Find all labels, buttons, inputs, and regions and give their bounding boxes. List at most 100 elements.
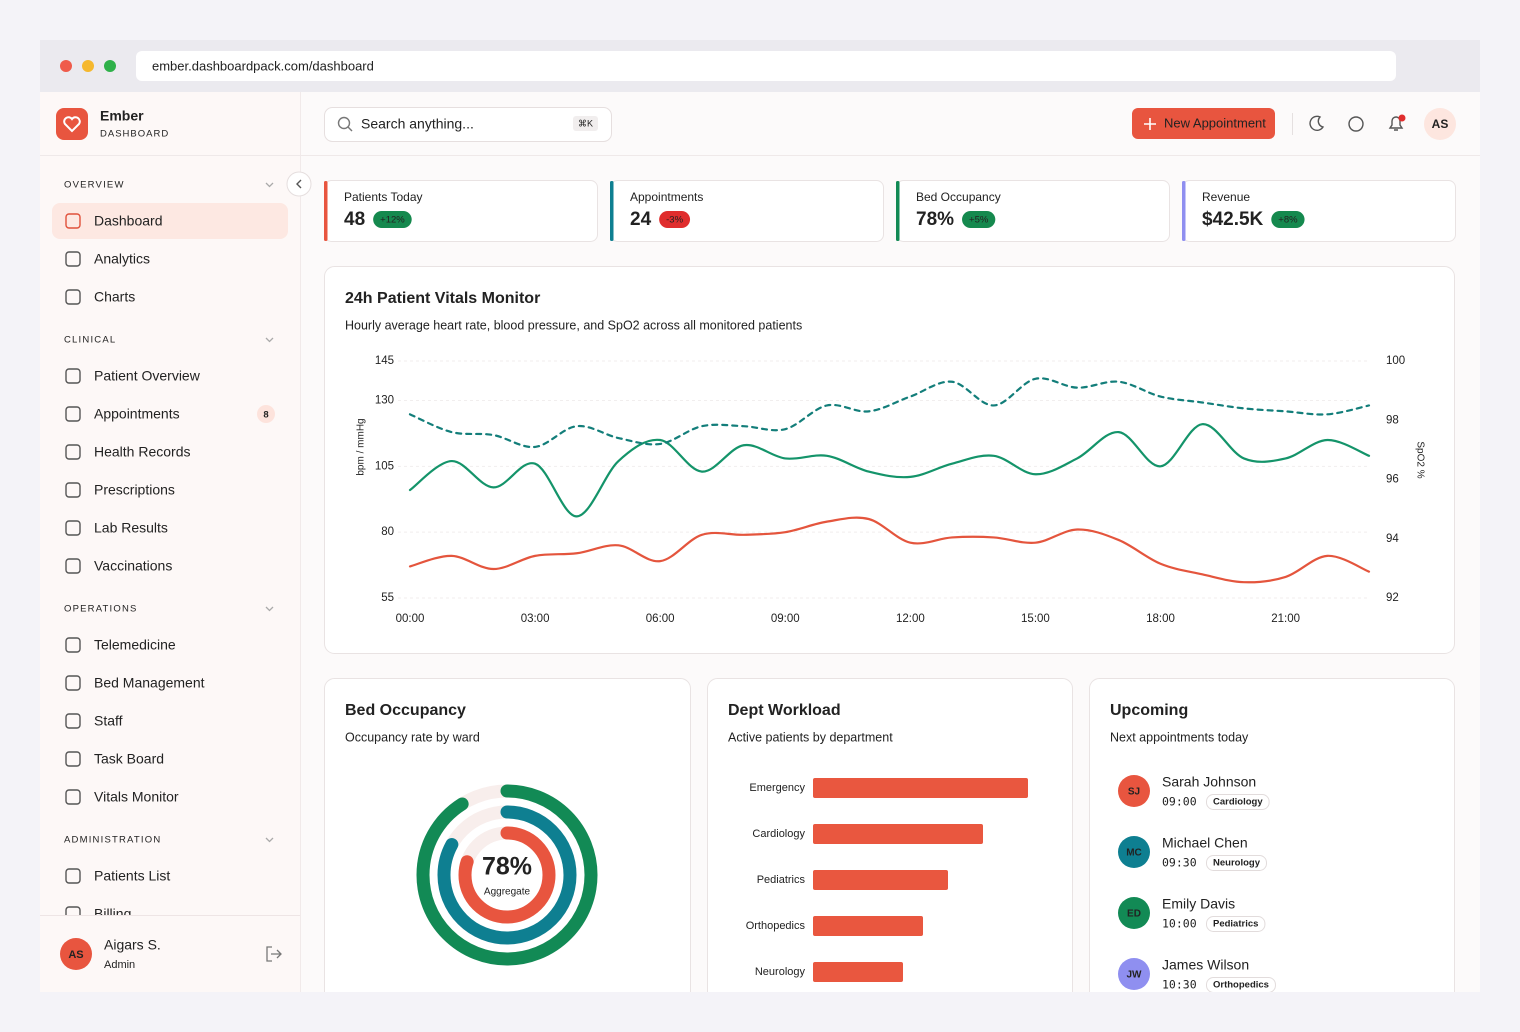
nav-icon	[65, 251, 81, 267]
kpi-accent	[324, 181, 328, 241]
ring-arc	[416, 784, 598, 966]
new-appointment-button[interactable]	[1132, 108, 1275, 139]
series-line	[408, 377, 1371, 449]
kpi-value: 78%	[916, 209, 954, 230]
bell-icon[interactable]	[1388, 116, 1404, 131]
y2-tick-label: 98	[1386, 414, 1399, 426]
kpi-change: -3%	[666, 215, 683, 226]
nav-item[interactable]: Health Records	[94, 444, 191, 460]
kpi-accent	[1182, 181, 1186, 241]
kpi-accent	[610, 181, 614, 241]
y2-axis-label: SpO2 %	[1414, 441, 1425, 478]
nav-icon	[65, 482, 81, 498]
sidebar	[40, 92, 300, 992]
nav-item[interactable]: Bed Management	[94, 675, 205, 691]
bar-category-label: Cardiology	[752, 828, 805, 840]
section-chevron[interactable]	[265, 606, 274, 612]
search-shortcut: ⌘K	[578, 118, 593, 128]
nav-item[interactable]: Analytics	[94, 251, 150, 267]
nav-item[interactable]: Vitals Monitor	[94, 789, 179, 805]
chart-subtitle: Active patients by department	[728, 730, 893, 744]
chart-title: Bed Occupancy	[345, 702, 466, 719]
appointment-avatar	[1118, 775, 1150, 807]
ring-arc	[437, 805, 577, 945]
kpi-change-badge	[1271, 211, 1305, 228]
nav-item[interactable]: Patients List	[94, 868, 170, 884]
palette-icon[interactable]	[1348, 116, 1364, 132]
logo	[56, 108, 88, 140]
y2-tick-label: 96	[1386, 474, 1399, 486]
appointment-name[interactable]: Sarah Johnson	[1162, 774, 1256, 790]
chart-card	[324, 266, 1455, 654]
logo-heart	[63, 116, 81, 133]
nav-item[interactable]: Telemedicine	[94, 637, 176, 653]
collapse-button[interactable]	[286, 171, 312, 197]
section-title: ADMINISTRATION	[64, 835, 161, 846]
collapse-chevron	[296, 179, 302, 189]
kpi-label: Patients Today	[344, 190, 423, 204]
kpi-change: +5%	[969, 215, 989, 226]
department-tag	[1206, 855, 1267, 871]
nav-item[interactable]: Vaccinations	[94, 558, 172, 574]
y-tick-label: 80	[381, 526, 394, 538]
department-tag-text: Cardiology	[1213, 797, 1263, 808]
card-subtitle: Next appointments today	[1110, 730, 1249, 744]
y-tick-label: 130	[375, 395, 394, 407]
department-tag	[1206, 794, 1270, 810]
bar-category-label: Orthopedics	[746, 920, 806, 932]
nav-icon	[65, 675, 81, 691]
search-box[interactable]	[324, 107, 612, 142]
nav-icon	[65, 751, 81, 767]
section-title: OPERATIONS	[64, 604, 138, 615]
nav-item[interactable]: Patient Overview	[94, 368, 201, 384]
appointment-initials: ED	[1127, 909, 1141, 920]
logout-icon[interactable]	[266, 946, 282, 962]
department-tag-text: Neurology	[1213, 858, 1261, 869]
kpi-value: $42.5K	[1202, 209, 1264, 230]
appointment-name[interactable]: James Wilson	[1162, 957, 1249, 973]
kpi-change: +8%	[1278, 215, 1298, 226]
appointment-time: 09:30	[1162, 856, 1197, 870]
section-chevron[interactable]	[265, 182, 274, 188]
x-tick-label: 09:00	[771, 613, 800, 625]
header-initials: AS	[1432, 117, 1449, 131]
bar	[813, 870, 948, 890]
nav-item[interactable]: Prescriptions	[94, 482, 175, 498]
theme-icon[interactable]	[1309, 115, 1325, 132]
x-tick-label: 06:00	[646, 613, 675, 625]
x-tick-label: 03:00	[521, 613, 550, 625]
card-title: Upcoming	[1110, 702, 1188, 719]
header-avatar[interactable]	[1424, 108, 1456, 140]
user-role: Admin	[104, 959, 135, 971]
kpi-value: 48	[344, 209, 365, 230]
nav-item[interactable]: Dashboard	[94, 213, 163, 229]
notification-dot	[1398, 114, 1406, 122]
x-tick-label: 00:00	[396, 613, 425, 625]
x-tick-label: 12:00	[896, 613, 925, 625]
appointment-name[interactable]: Emily Davis	[1162, 896, 1235, 912]
appointment-name[interactable]: Michael Chen	[1162, 835, 1248, 851]
nav-item[interactable]: Appointments	[94, 406, 180, 422]
appointment-avatar	[1118, 958, 1150, 990]
kpi-label: Revenue	[1202, 190, 1250, 204]
kpi-change-badge	[962, 211, 996, 228]
kpi-label: Appointments	[630, 190, 703, 204]
bar-category-label: Pediatrics	[757, 874, 806, 886]
nav-badge	[257, 405, 275, 423]
nav-item[interactable]: Lab Results	[94, 520, 168, 536]
nav-icon	[65, 520, 81, 536]
appointment-initials: MC	[1126, 848, 1142, 859]
series-line	[408, 516, 1371, 584]
section-title: CLINICAL	[64, 335, 116, 346]
brand-subtitle: DASHBOARD	[100, 129, 169, 140]
nav-item[interactable]: Task Board	[94, 751, 164, 767]
nav-item[interactable]: Staff	[94, 713, 123, 729]
bar-category-label: Emergency	[749, 782, 805, 794]
button-label[interactable]: New Appointment	[1164, 115, 1266, 130]
section-chevron[interactable]	[265, 337, 274, 343]
section-chevron[interactable]	[265, 837, 274, 843]
appointment-avatar	[1118, 897, 1150, 929]
nav-item[interactable]: Charts	[94, 289, 135, 305]
bar	[813, 962, 903, 982]
